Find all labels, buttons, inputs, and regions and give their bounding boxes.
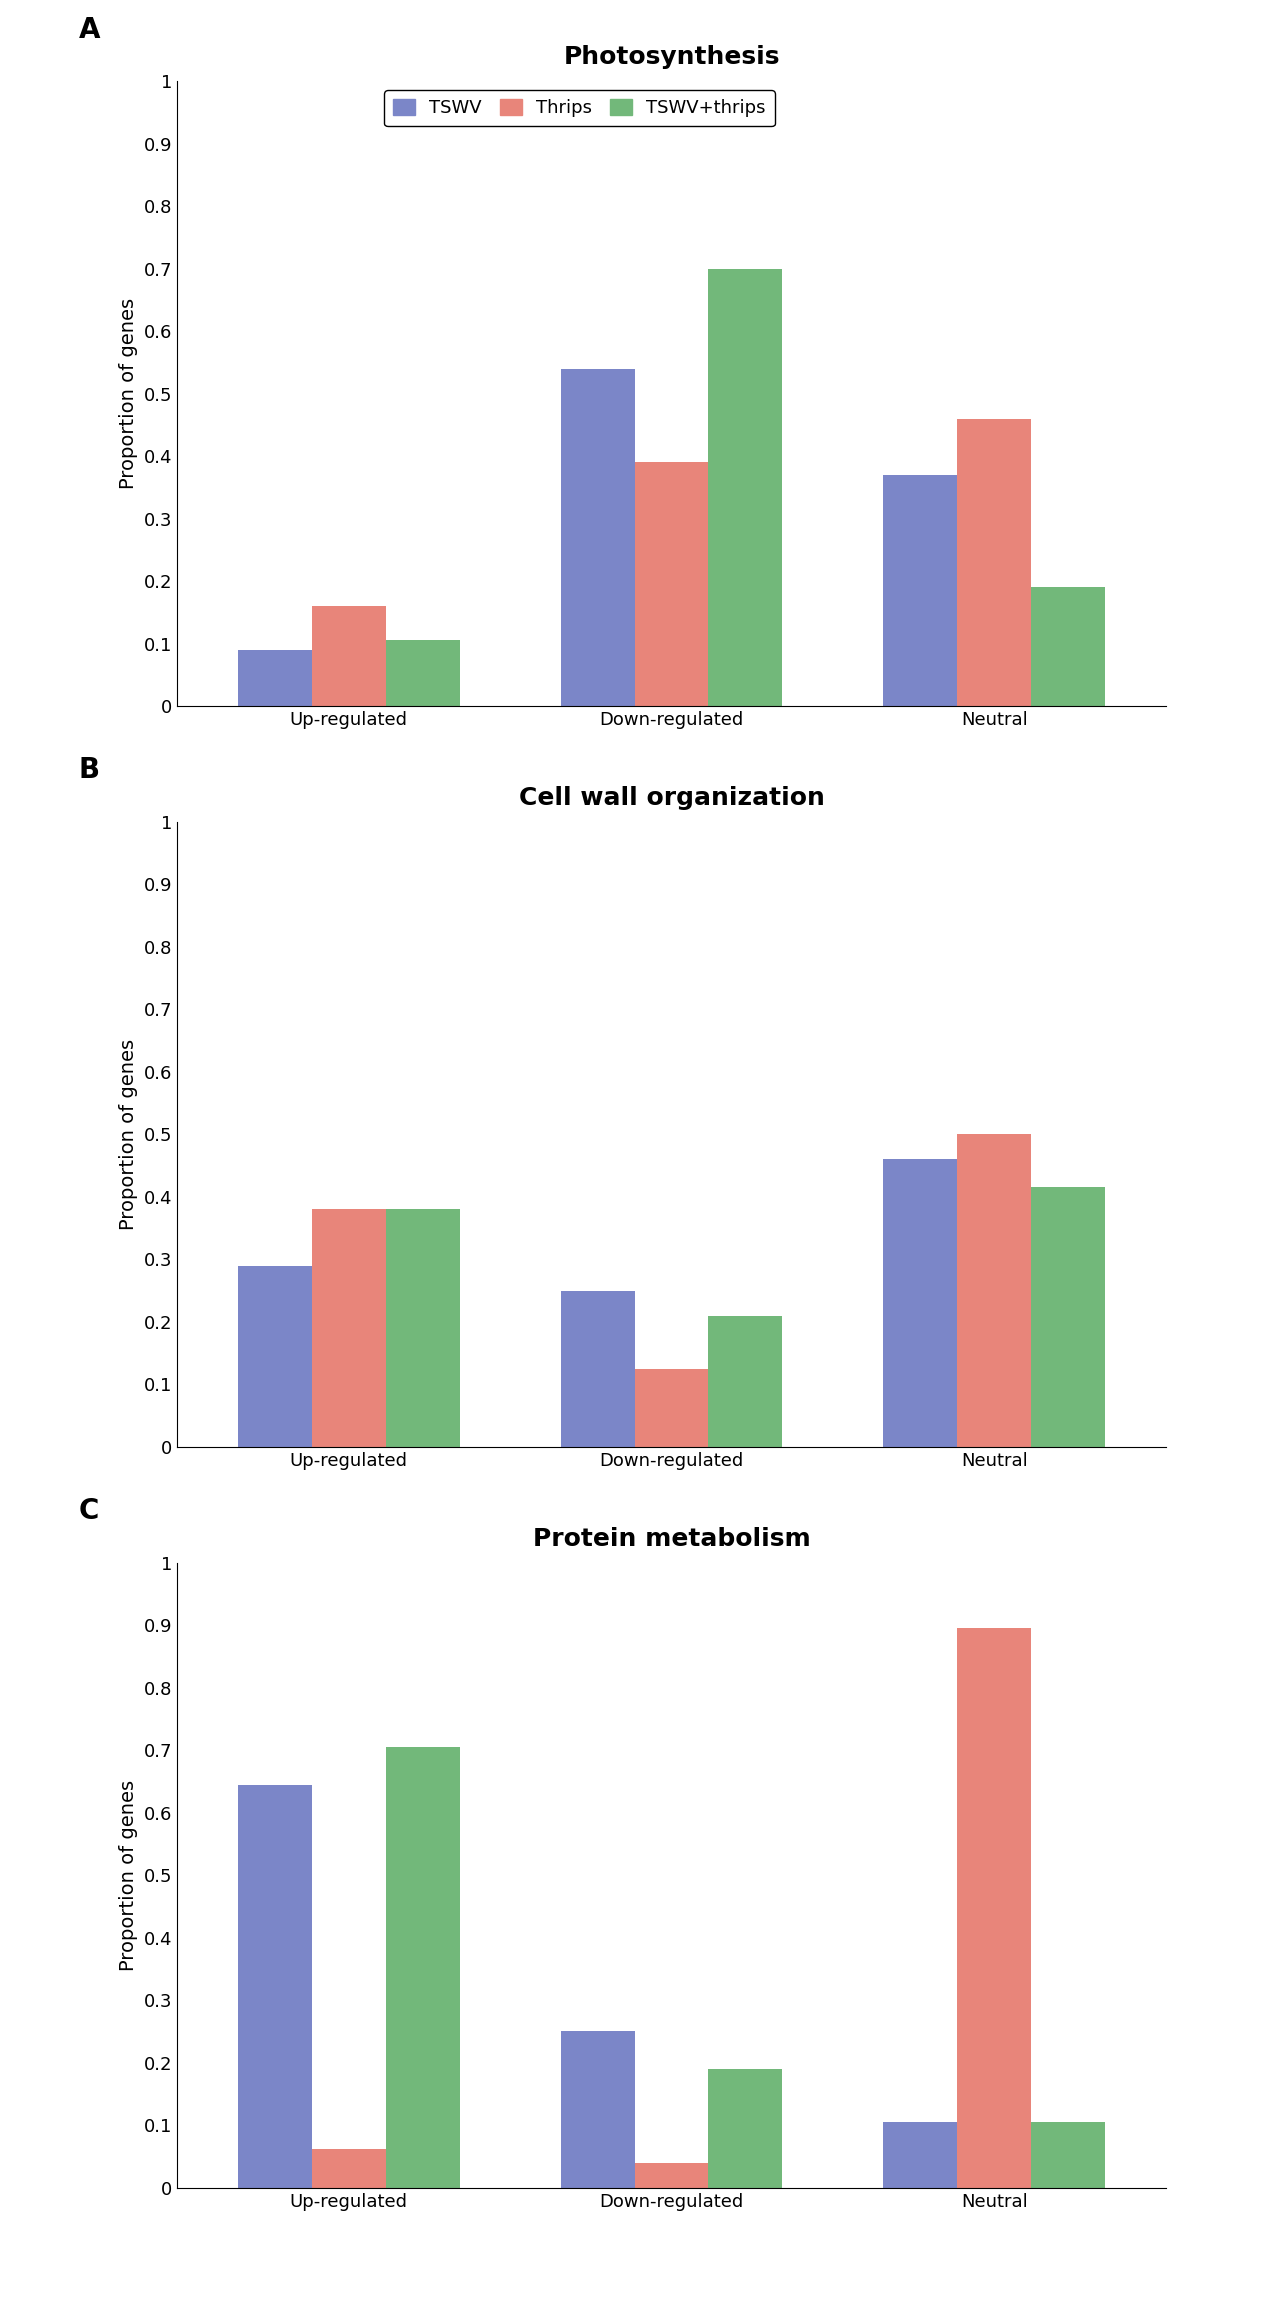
Bar	[1031, 588, 1105, 706]
Bar	[560, 368, 635, 706]
Bar	[635, 2162, 708, 2188]
Bar	[958, 1134, 1031, 1447]
Bar	[708, 1315, 783, 1447]
Bar	[312, 607, 385, 706]
Bar	[385, 641, 460, 706]
Legend: TSWV, Thrips, TSWV+thrips: TSWV, Thrips, TSWV+thrips	[384, 90, 774, 127]
Bar	[560, 2033, 635, 2188]
Bar	[958, 419, 1031, 706]
Bar	[560, 1292, 635, 1447]
Bar	[635, 1368, 708, 1447]
Bar	[1031, 2123, 1105, 2188]
Bar	[385, 1748, 460, 2188]
Bar	[883, 1160, 958, 1447]
Bar	[883, 2123, 958, 2188]
Text: A: A	[79, 16, 100, 44]
Bar	[708, 269, 783, 706]
Y-axis label: Proportion of genes: Proportion of genes	[119, 1039, 138, 1229]
Bar	[238, 1785, 312, 2188]
Y-axis label: Proportion of genes: Proportion of genes	[119, 299, 138, 488]
Bar	[958, 1627, 1031, 2188]
Title: Protein metabolism: Protein metabolism	[532, 1528, 811, 1551]
Bar	[385, 1208, 460, 1447]
Y-axis label: Proportion of genes: Proportion of genes	[119, 1780, 138, 1970]
Bar	[312, 2148, 385, 2188]
Text: B: B	[79, 757, 100, 785]
Bar	[635, 463, 708, 706]
Bar	[883, 475, 958, 706]
Title: Cell wall organization: Cell wall organization	[518, 787, 825, 810]
Bar	[1031, 1188, 1105, 1447]
Bar	[708, 2070, 783, 2188]
Title: Photosynthesis: Photosynthesis	[564, 46, 779, 69]
Bar	[238, 1266, 312, 1447]
Text: C: C	[79, 1498, 99, 1526]
Bar	[238, 651, 312, 706]
Bar	[312, 1208, 385, 1447]
